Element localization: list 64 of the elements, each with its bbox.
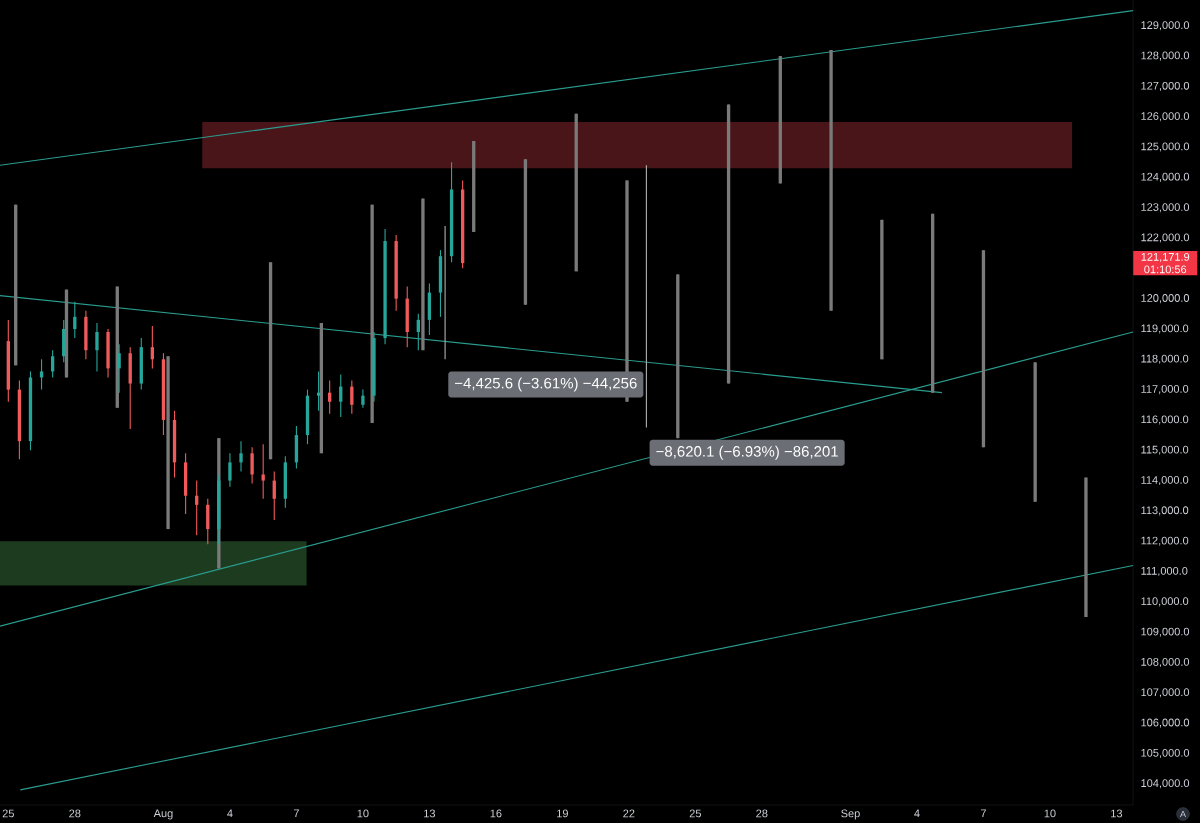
- y-tick-label: 116,000.0: [1141, 415, 1189, 425]
- candlestick: [250, 446, 254, 485]
- y-tick-label: 110,000.0: [1141, 597, 1189, 607]
- candlestick: [195, 480, 199, 536]
- candlestick: [228, 452, 232, 488]
- y-tick-label: 114,000.0: [1141, 476, 1189, 486]
- x-tick-label: 7: [980, 809, 986, 818]
- candlestick: [339, 373, 343, 418]
- text: 01:10:56: [1144, 265, 1187, 274]
- candlestick: [50, 349, 55, 379]
- y-tick-label: 126,000.0: [1141, 112, 1190, 122]
- text: 121,171.9: [1141, 252, 1190, 263]
- y-tick-label: 109,000.0: [1141, 627, 1190, 637]
- x-tick-label: 22: [623, 809, 635, 818]
- candlestick: [261, 443, 265, 500]
- y-tick-label: 123,000.0: [1141, 203, 1190, 213]
- x-tick-label: Sep: [841, 809, 860, 820]
- candlestick: [39, 358, 44, 391]
- y-tick-label: 115,000.0: [1141, 445, 1189, 455]
- x-tick-label: 28: [69, 809, 81, 818]
- candlestick: [361, 389, 365, 409]
- y-tick-label: 105,000.0: [1141, 748, 1190, 758]
- annotation: −4,425.6 (−3.61%) −44,256: [455, 377, 637, 392]
- y-tick-label: 113,000.0: [1141, 506, 1189, 516]
- candlestick: [73, 301, 77, 339]
- y-tick-label: 128,000.0: [1141, 51, 1190, 61]
- annotation: −8,620.1 (−6.93%) −86,201: [656, 445, 838, 460]
- candlestick: [350, 379, 354, 415]
- y-tick-label: 127,000.0: [1141, 81, 1190, 91]
- x-tick-label: 19: [557, 809, 568, 818]
- x-tick-label: 4: [914, 809, 920, 818]
- y-tick-label: 106,000.0: [1141, 718, 1190, 728]
- y-tick-label: 122,000.0: [1141, 233, 1190, 243]
- y-tick-label: 108,000.0: [1141, 657, 1190, 668]
- y-tick-label: 125,000.0: [1141, 142, 1190, 152]
- x-tick-label: 25: [2, 809, 14, 818]
- x-tick-label: 13: [1111, 809, 1123, 818]
- y-tick-label: 117,000.0: [1141, 385, 1189, 395]
- y-tick-label: 107,000.0: [1141, 688, 1190, 698]
- x-tick-label: 25: [689, 809, 701, 818]
- candlestick: [150, 325, 155, 369]
- x-tick-label: 16: [490, 809, 502, 818]
- y-tick-label: 124,000.0: [1141, 172, 1190, 182]
- y-tick-label: 112,000.0: [1141, 536, 1189, 546]
- text: A: [1180, 810, 1186, 818]
- x-tick-label: 10: [1044, 809, 1056, 818]
- candlestick: [316, 370, 321, 412]
- x-tick-label: 4: [227, 809, 233, 818]
- candlestick: [272, 470, 276, 521]
- y-tick-label: 119,000.0: [1141, 324, 1189, 334]
- candlestick: [328, 379, 332, 415]
- candlestick: [95, 322, 99, 372]
- x-tick-label: 7: [293, 809, 299, 818]
- y-tick-label: 111,000.0: [1141, 567, 1188, 577]
- x-tick-label: 13: [424, 809, 436, 818]
- y-tick-label: 104,000.0: [1141, 779, 1190, 789]
- x-tick-label: Aug: [153, 809, 173, 820]
- y-tick-label: 118,000.0: [1141, 354, 1189, 364]
- x-tick-label: 10: [357, 809, 369, 818]
- candlestick: [416, 313, 420, 351]
- candlestick: [239, 440, 243, 473]
- y-tick-label: 120,000.0: [1141, 294, 1190, 304]
- y-tick-label: 129,000.0: [1141, 21, 1190, 31]
- x-tick-label: 28: [756, 809, 768, 818]
